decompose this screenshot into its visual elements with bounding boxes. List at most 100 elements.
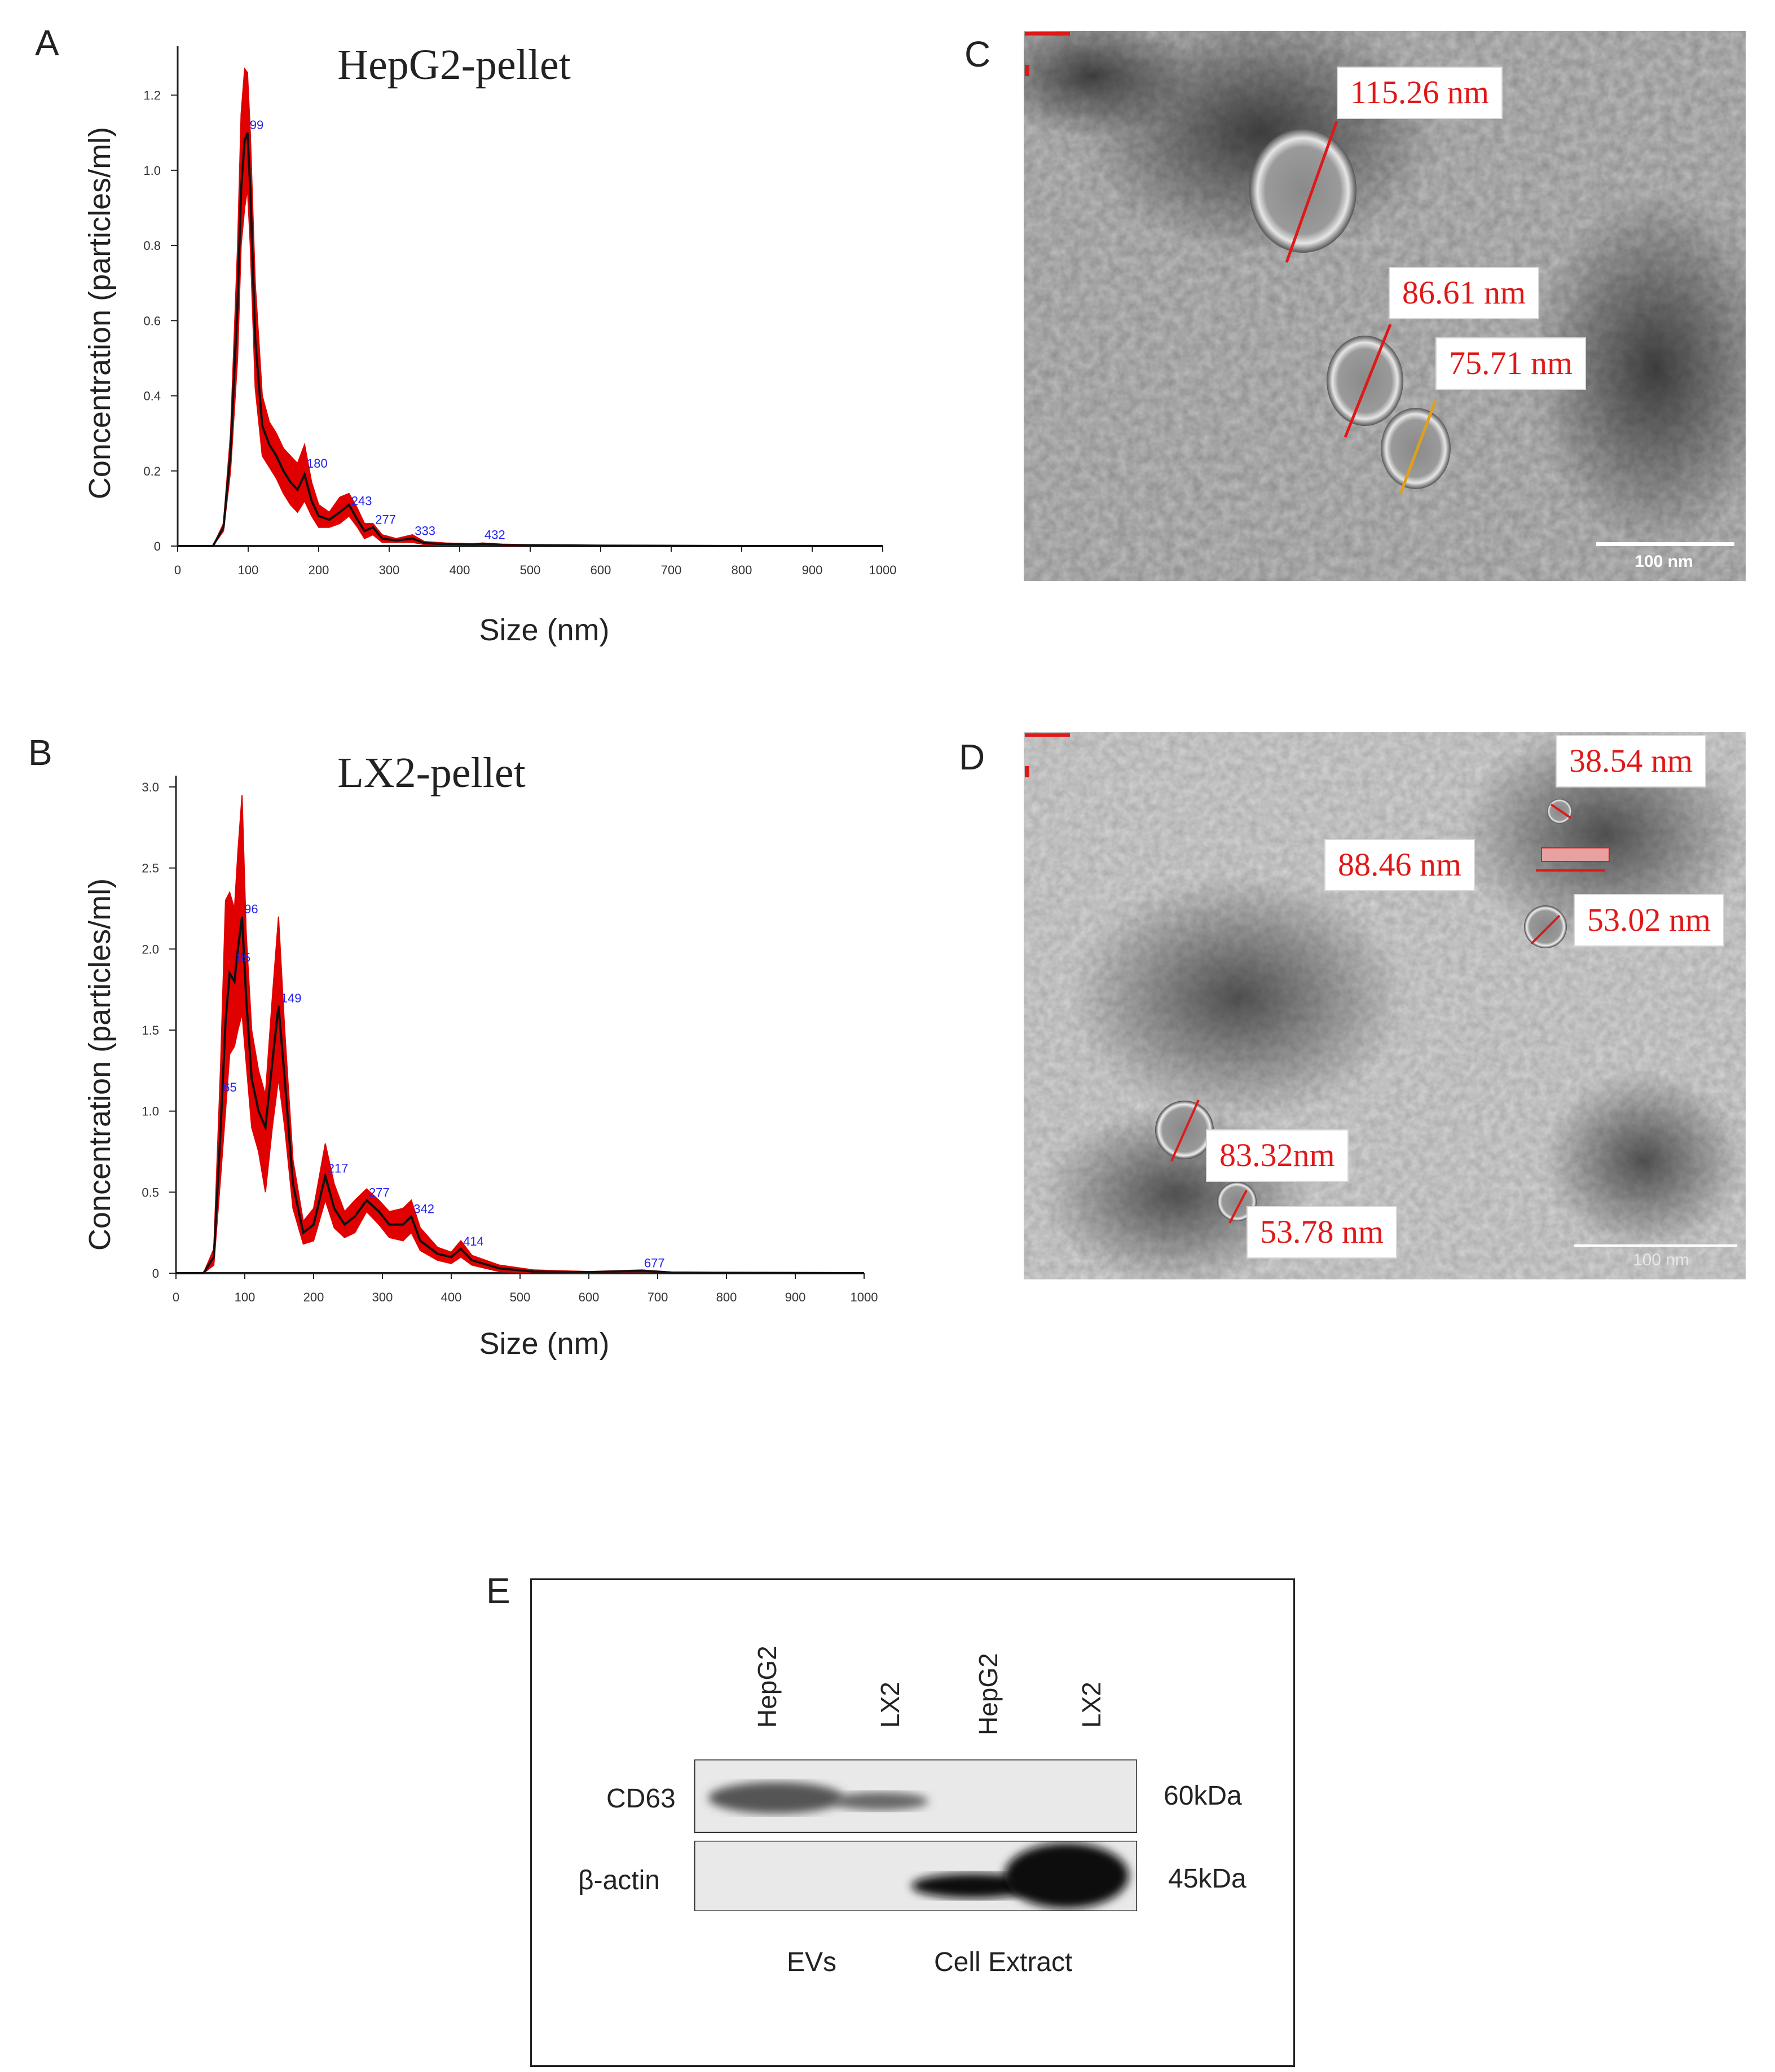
vesicle (1327, 336, 1403, 426)
protein-label-beta-actin: β-actin (578, 1866, 660, 1895)
x-tick-label: 0 (173, 1290, 179, 1304)
x-tick-label: 200 (303, 1290, 324, 1304)
y-tick-label: 1.0 (142, 1105, 159, 1119)
dark-region (1069, 873, 1407, 1121)
blot-strip-beta-actin (694, 1841, 1137, 1911)
y-tick-label: 0.5 (142, 1185, 159, 1199)
plot-area: 0 100 200 300 400 500 600 700 800 900 1000 0 0.2 0.4 0… (143, 46, 896, 577)
tem-image-c: 100 nm (1024, 31, 1746, 581)
actin-band-cell-hepg2 (911, 1873, 1036, 1898)
blot-strip-cd63 (694, 1759, 1137, 1833)
peak-label: 180 (307, 456, 328, 470)
x-tick-label: 200 (309, 563, 329, 577)
group-label-cell-extract: Cell Extract (934, 1947, 1073, 1977)
cd63-band-evs-hepg2 (708, 1782, 844, 1814)
peak-label: 217 (328, 1162, 349, 1176)
scale-bar-label: 100 nm (1633, 1251, 1689, 1269)
peak-label: 243 (351, 494, 372, 508)
measure-line (1285, 121, 1338, 263)
peak-label: 96 (244, 902, 258, 916)
panel-letter-d: D (959, 737, 985, 777)
measure-line (1550, 803, 1572, 819)
kda-label-45: 45kDa (1168, 1864, 1247, 1894)
plot-area: 0 100 200 300 400 500 600 700 800 900 1000 0 0.5 1.0 1… (142, 776, 878, 1304)
peak-label: 432 (485, 527, 505, 542)
y-tick-label: 0.6 (143, 314, 161, 328)
peak-label: 65 (223, 1080, 236, 1094)
error-band (178, 67, 883, 547)
nta-chart-hepg2: HepG2-pellet Concentration (particles/ml… (83, 41, 896, 647)
peak-label: 333 (415, 524, 435, 538)
size-label: 53.78 nm (1247, 1206, 1398, 1259)
x-tick-label: 800 (716, 1290, 737, 1304)
chart-title: LX2-pellet (337, 749, 525, 797)
peak-label: 414 (463, 1234, 484, 1248)
peak-label: 342 (413, 1202, 434, 1216)
chart-title: HepG2-pellet (337, 41, 571, 89)
mean-line (178, 132, 883, 547)
peak-label: 149 (281, 991, 302, 1005)
scale-bar-label: 100 nm (1635, 552, 1693, 571)
peak-label: 277 (375, 513, 396, 527)
y-tick-label: 1.2 (143, 89, 161, 103)
peak-label: 85 (237, 951, 250, 965)
measure-line (1399, 400, 1437, 494)
y-tick-label: 3.0 (142, 780, 159, 794)
peak-label: 677 (644, 1256, 665, 1270)
x-tick-label: 400 (441, 1290, 462, 1304)
panel-letter-b: B (28, 732, 52, 773)
tem-image-d: 100 nm (1024, 732, 1746, 1279)
x-tick-label: 500 (520, 563, 541, 577)
vesicle (1249, 129, 1356, 253)
y-tick-label: 2.5 (142, 861, 159, 876)
peak-label: 99 (250, 118, 263, 132)
size-label: 86.61 nm (1389, 267, 1540, 319)
measure-line (1530, 914, 1561, 945)
x-tick-label: 600 (579, 1290, 600, 1304)
dark-region (1024, 31, 1193, 138)
lane-label: HepG2 (752, 1646, 782, 1728)
y-tick-label: 2.0 (142, 942, 159, 956)
y-tick-label: 0.8 (143, 239, 161, 253)
vesicle (1381, 408, 1451, 489)
western-blot-panel: HepG2 LX2 HepG2 LX2 CD63 β-actin 60kDa 4… (530, 1578, 1295, 2067)
x-tick-label: 700 (648, 1290, 668, 1304)
dark-region (1531, 189, 1746, 550)
x-tick-label: 300 (379, 563, 400, 577)
x-tick-label: 400 (450, 563, 470, 577)
y-axis-label: Concentration (particles/ml) (83, 878, 117, 1251)
x-tick-label: 100 (235, 1290, 256, 1304)
corner-mark (1025, 32, 1070, 36)
size-label: 115.26 nm (1337, 67, 1503, 119)
corner-mark (1025, 733, 1070, 737)
x-tick-label: 1000 (851, 1290, 878, 1304)
x-tick-label: 100 (238, 563, 259, 577)
y-tick-label: 1.5 (142, 1023, 159, 1037)
x-tick-label: 900 (785, 1290, 806, 1304)
corner-mark (1025, 65, 1029, 76)
lane-label: LX2 (1077, 1682, 1106, 1728)
protein-label-cd63: CD63 (606, 1784, 676, 1814)
y-tick-label: 1.0 (143, 164, 161, 178)
peak-label: 277 (369, 1186, 390, 1200)
size-label: 75.71 nm (1435, 337, 1587, 390)
x-axis-label: Size (nm) (479, 613, 609, 647)
panel-letter-a: A (35, 23, 59, 63)
measure-line (1170, 1099, 1200, 1162)
measure-tag (1541, 847, 1610, 862)
size-label: 88.46 nm (1324, 839, 1476, 891)
x-tick-label: 300 (372, 1290, 393, 1304)
lane-label: LX2 (875, 1682, 905, 1728)
dark-region (1543, 1071, 1746, 1251)
scale-bar (1574, 1244, 1737, 1247)
size-label: 38.54 nm (1556, 735, 1707, 788)
y-tick-label: 0 (152, 1266, 159, 1281)
group-label-evs: EVs (787, 1947, 837, 1977)
scale-bar (1596, 542, 1734, 546)
x-tick-label: 800 (732, 563, 752, 577)
measure-line (1344, 324, 1392, 438)
x-tick-label: 900 (802, 563, 823, 577)
size-label: 53.02 nm (1574, 894, 1725, 947)
error-band (176, 795, 865, 1274)
y-axis-label: Concentration (particles/ml) (83, 127, 117, 499)
